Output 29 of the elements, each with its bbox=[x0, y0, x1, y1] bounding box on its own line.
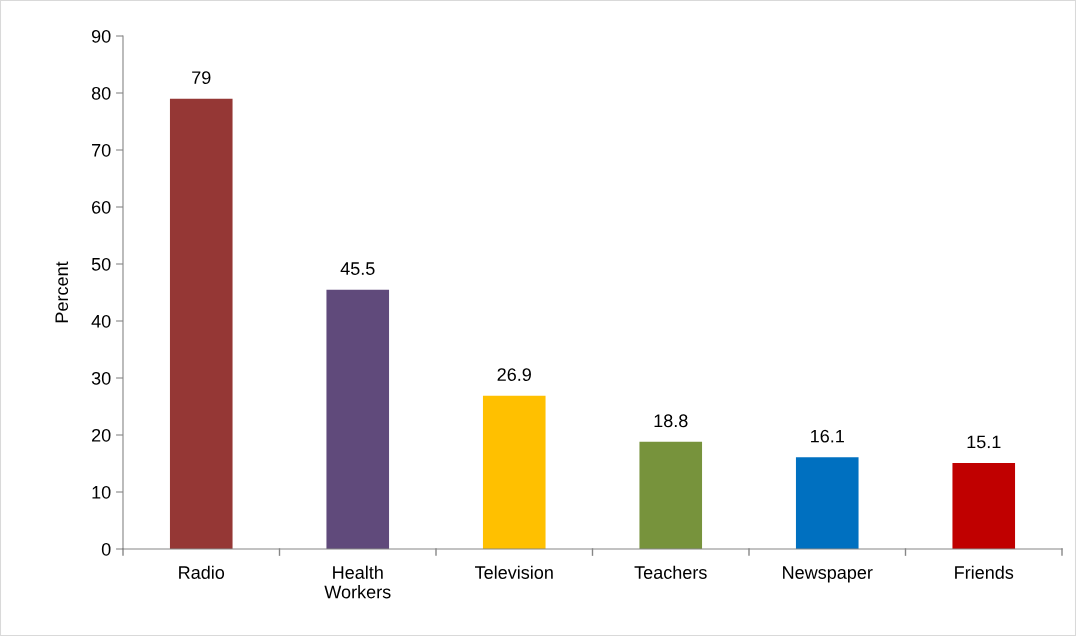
x-tick-label: Newspaper bbox=[783, 566, 873, 583]
data-label: 45.5 bbox=[340, 262, 375, 275]
y-tick-label: 60 bbox=[92, 200, 111, 214]
x-tick-label: Radio bbox=[179, 565, 225, 579]
x-tick-label: Television bbox=[475, 565, 553, 579]
y-tick-label: 40 bbox=[91, 314, 111, 328]
bar bbox=[326, 289, 390, 549]
bar bbox=[795, 457, 859, 549]
y-axis-title: Percent bbox=[55, 261, 69, 323]
bar bbox=[952, 462, 1016, 549]
x-tick-label: Friends bbox=[955, 565, 1014, 579]
y-tick-label: 80 bbox=[91, 86, 111, 100]
bar bbox=[482, 395, 546, 549]
data-label: 79 bbox=[192, 71, 211, 85]
data-label: 18.8 bbox=[654, 414, 688, 428]
data-label: 15.1 bbox=[967, 435, 1001, 449]
y-tick-label: 10 bbox=[92, 485, 111, 499]
y-tick-label: 70 bbox=[92, 143, 111, 157]
bar bbox=[639, 441, 703, 549]
data-label: 16.1 bbox=[811, 429, 844, 443]
x-tick-label: Teachers bbox=[634, 565, 707, 579]
y-tick-label: 20 bbox=[92, 428, 111, 442]
y-tick-label: 0 bbox=[101, 542, 111, 556]
y-tick-label: 90 bbox=[91, 29, 111, 43]
y-tick-label: 30 bbox=[91, 371, 111, 385]
bar bbox=[169, 98, 233, 549]
data-label: 26.9 bbox=[497, 368, 531, 381]
y-tick-label: 50 bbox=[91, 257, 111, 271]
x-tick-label: Health Workers bbox=[324, 565, 391, 599]
